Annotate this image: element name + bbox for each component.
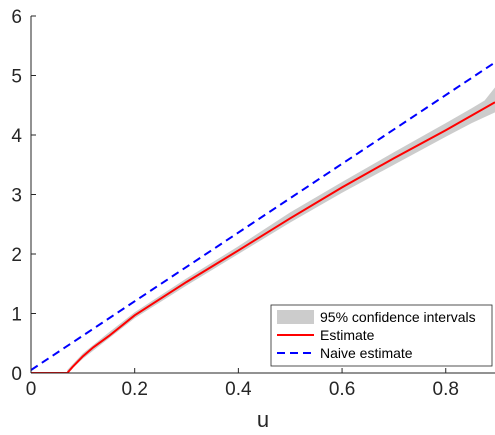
x-tick-label: 0.8: [433, 379, 459, 400]
y-tick-label: 1: [11, 305, 22, 326]
y-tick-label: 4: [11, 126, 22, 147]
legend-swatch-band: [277, 310, 314, 324]
y-tick-label: 3: [11, 186, 22, 207]
y-tick-label: 2: [11, 245, 22, 266]
x-tick-label: 0.2: [121, 379, 147, 400]
y-tick-label: 6: [11, 7, 22, 28]
x-tick-label: 0.6: [329, 379, 355, 400]
legend-label-3: Naive estimate: [320, 345, 413, 361]
y-tick-label: 0: [11, 364, 22, 385]
x-tick-label: 0.4: [225, 379, 252, 400]
legend-label-2: Estimate: [320, 327, 375, 343]
legend: 95% confidence intervals Estimate Naive es…: [271, 305, 492, 366]
x-tick-label: 0: [26, 379, 37, 400]
x-axis-label: u: [257, 407, 269, 432]
y-tick-label: 5: [11, 67, 22, 88]
legend-label-1: 95% confidence intervals: [320, 309, 476, 325]
